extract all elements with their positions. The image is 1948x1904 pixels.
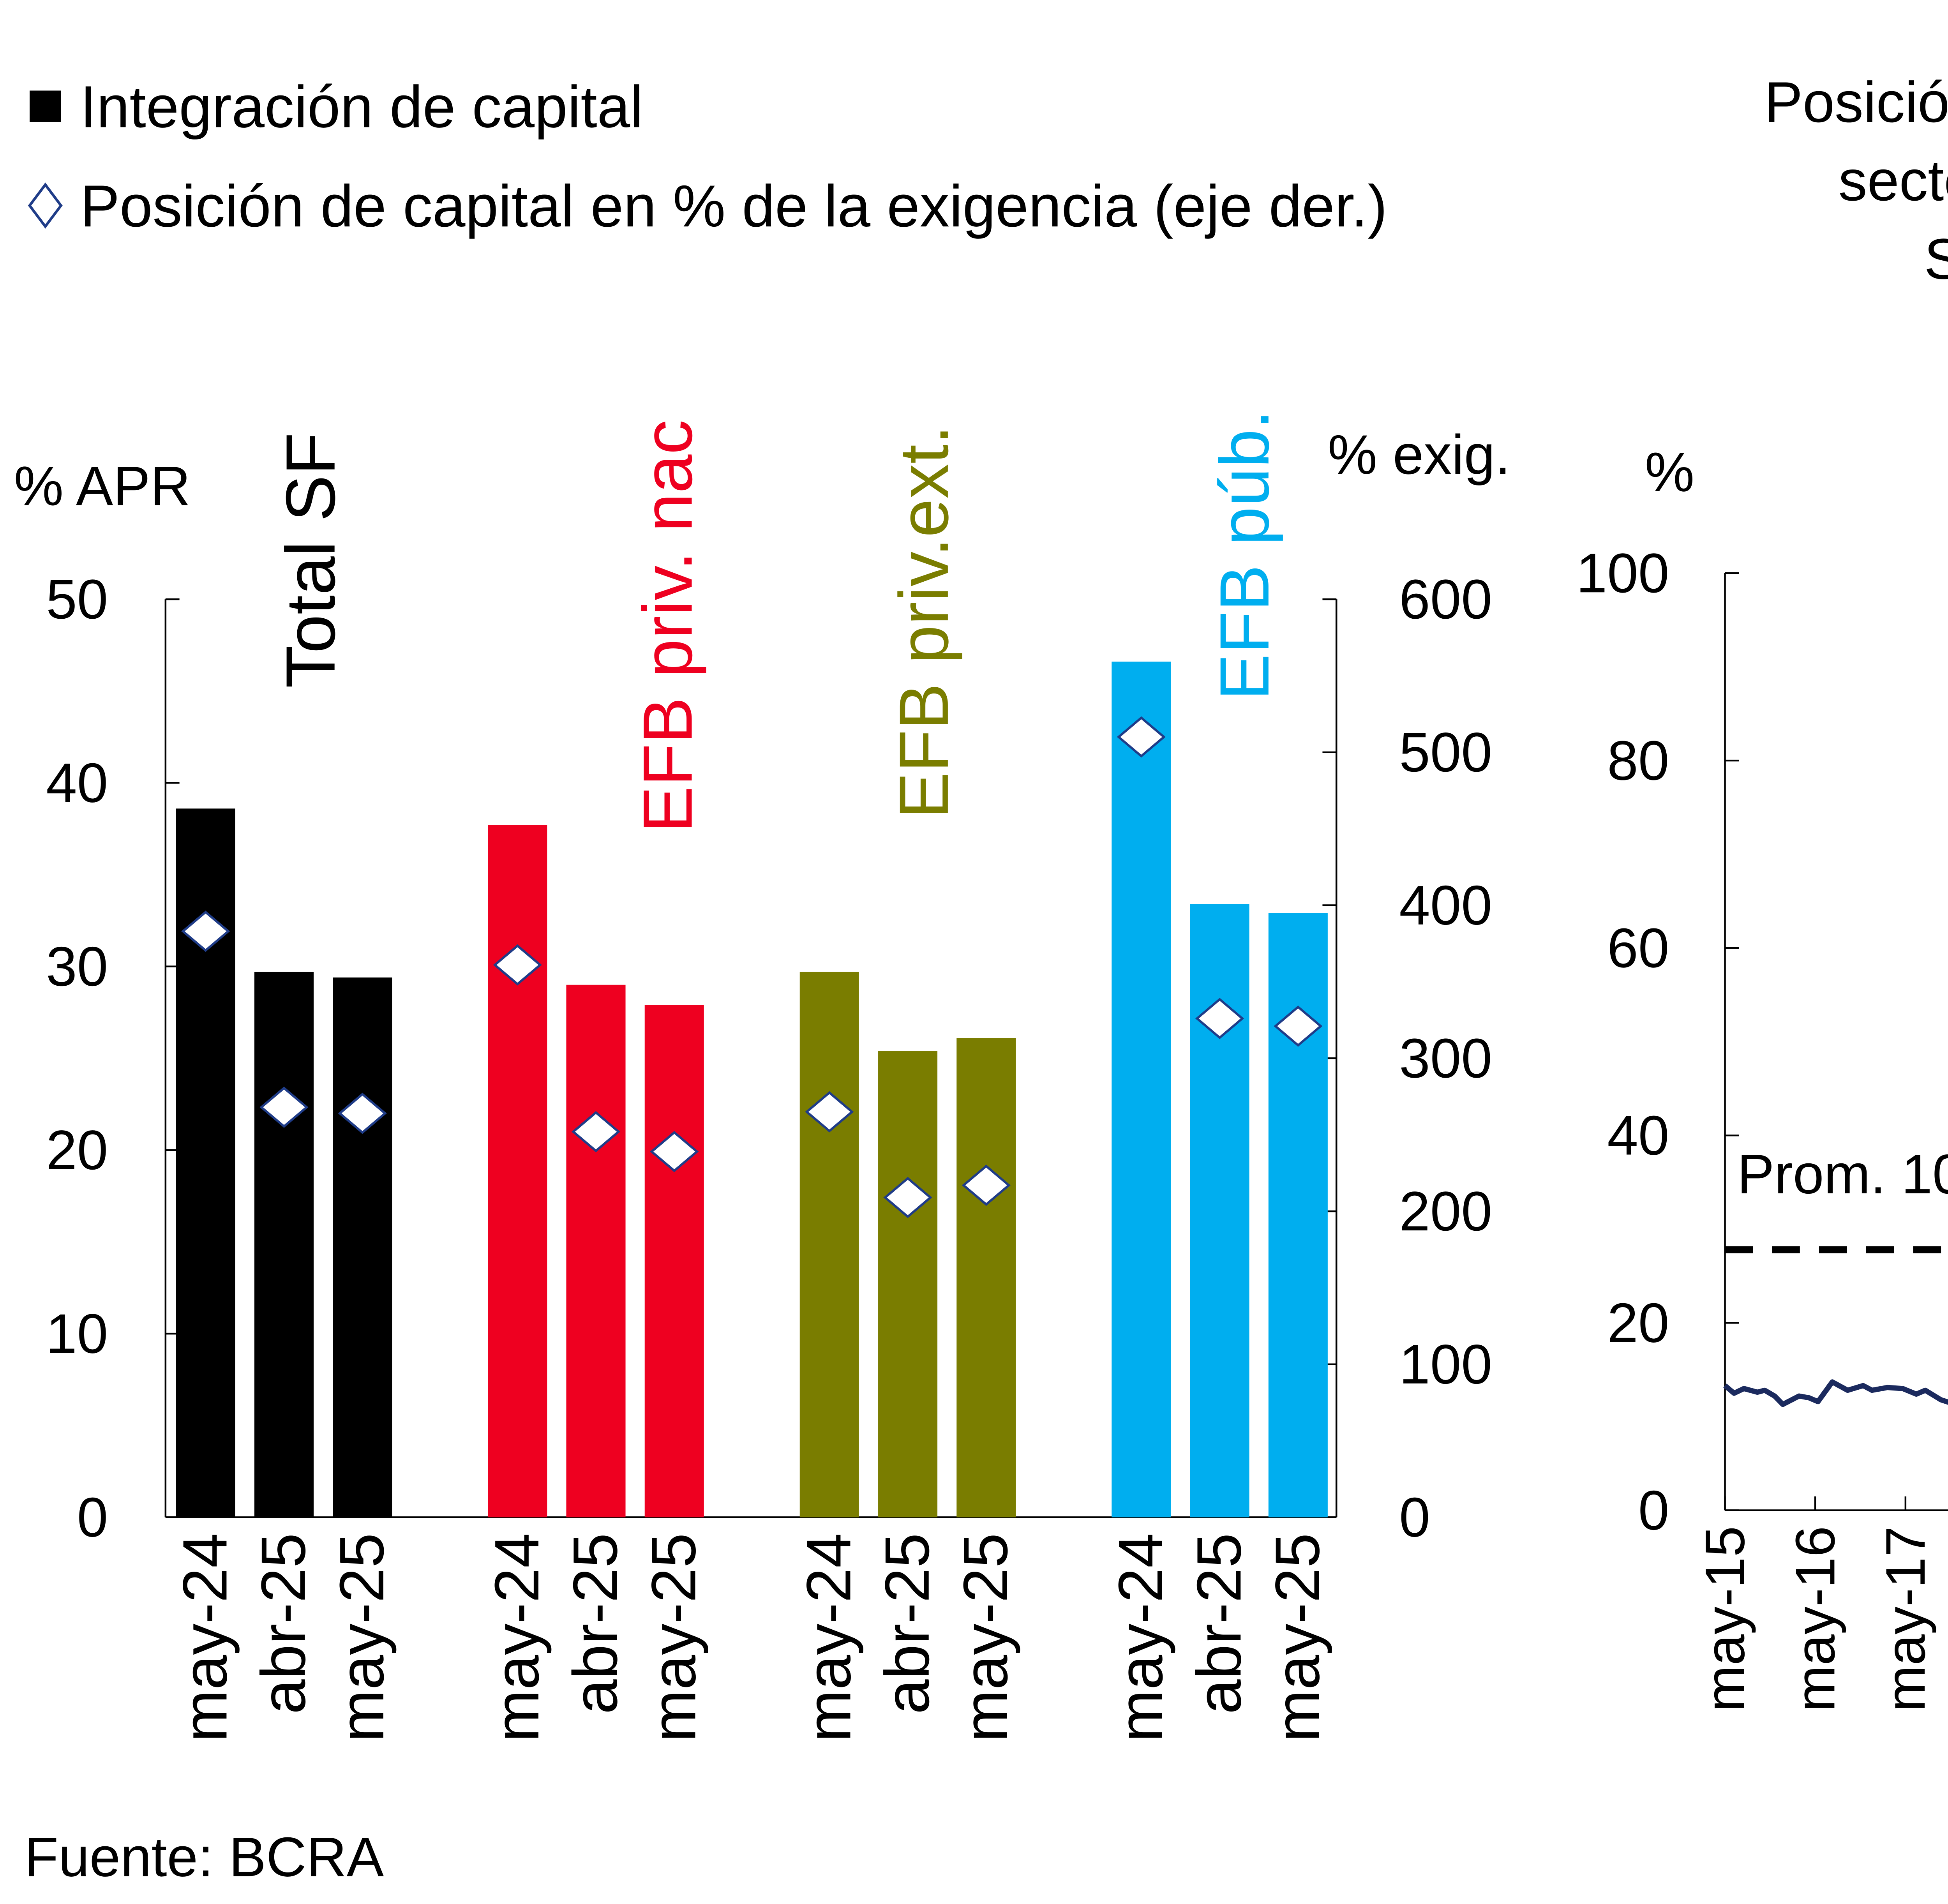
line-y-tick-label: 100 (1576, 542, 1669, 604)
diamond-marker (1195, 998, 1244, 1039)
bar-x-tick-label: may-25 (327, 1533, 397, 1742)
line-axes: 0 20 40 60 80 100 (1576, 542, 1948, 1542)
left-y-tick-label: 50 (46, 568, 108, 630)
legend-square-icon (30, 90, 61, 122)
bar-x-tick-label: may-25 (639, 1533, 709, 1742)
line-y-tick-label: 20 (1607, 1292, 1669, 1354)
line-y-tick-label: 0 (1638, 1479, 1669, 1542)
bar (333, 977, 392, 1518)
bar (799, 972, 859, 1518)
left-y-tick-label: 40 (46, 752, 108, 814)
legend-diamond-icon (28, 182, 63, 229)
bar-group-labels: Total SF EFB priv. nac EFB priv.ext. EFB pú… (272, 410, 1283, 833)
bar (956, 1038, 1016, 1518)
bar-chart: % APR % exig. 01020304050010020030040050… (14, 410, 1510, 1742)
bar-x-tick-label: may-24 (170, 1533, 240, 1742)
right-axis-title: % exig. (1328, 424, 1510, 486)
right-y-tick-label: 200 (1399, 1180, 1492, 1242)
bar (566, 985, 626, 1518)
right-y-tick-label: 400 (1399, 874, 1492, 937)
line-y-tick-label: 60 (1607, 917, 1669, 979)
line-chart-title-line-2: sector priv. - Previsiones) (1839, 148, 1948, 213)
right-y-tick-label: 0 (1399, 1486, 1430, 1549)
diamond-marker (1117, 716, 1166, 758)
line-y-tick-label: 40 (1607, 1105, 1669, 1167)
line-x-tick-labels: may-15may-16may-17may-18may-19may-20may-… (1694, 1526, 1937, 1712)
line-x-tick-label: may-15 (1694, 1526, 1756, 1712)
diamond-marker (259, 1086, 309, 1128)
diamond-marker (805, 1091, 854, 1133)
right-y-tick-label: 300 (1399, 1027, 1492, 1089)
bar-x-tick-labels: may-24 abr-25 may-25 may-24 abr-25 may-25 may-… (170, 1533, 1332, 1742)
line-chart-title-line-1: Posición de capital / (Crédito al (1764, 70, 1948, 134)
line-x-tick-label: may-17 (1874, 1526, 1937, 1712)
diamond-marker (883, 1177, 932, 1218)
left-y-tick-label: 30 (46, 935, 108, 998)
group-label: Total SF (272, 432, 349, 688)
left-y-tick-label: 20 (46, 1119, 108, 1181)
bar (488, 825, 547, 1518)
legend-label-posicion: Posición de capital en % de la exigencia… (80, 173, 1387, 239)
bar (644, 1005, 704, 1518)
line-chart: Posición de capital / (Crédito al sector… (1576, 70, 1948, 1712)
group-label: EFB púb. (1205, 410, 1283, 701)
right-y-tick-label: 100 (1399, 1333, 1492, 1396)
bar-x-tick-label: abr-25 (560, 1533, 630, 1714)
bar-x-tick-label: may-25 (1262, 1533, 1332, 1742)
average-label: Prom. 10 años: 27,8 (1737, 1143, 1948, 1205)
right-y-tick-label: 600 (1399, 568, 1492, 630)
bar-marks (176, 662, 1328, 1518)
diamond-marker (650, 1131, 699, 1172)
legend-label-integracion: Integración de capital (80, 74, 643, 140)
bar-x-tick-label: abr-25 (1184, 1533, 1254, 1714)
left-y-tick-label: 10 (46, 1302, 108, 1365)
diamond-marker (181, 911, 230, 952)
bar-x-tick-label: may-24 (482, 1533, 552, 1742)
legend: Integración de capital Posición de capit… (28, 74, 1387, 239)
diamond-marker (1274, 1005, 1323, 1047)
bar-x-tick-label: may-24 (1106, 1533, 1176, 1742)
average-label-text: Prom. 10 años: (1737, 1143, 1948, 1205)
group-label: EFB priv. nac (628, 420, 706, 833)
diamond-marker (571, 1111, 621, 1152)
line-chart-title-line-3: Sistema financiero (1924, 227, 1948, 291)
diamond-marker (962, 1165, 1011, 1206)
group-label: EFB priv.ext. (885, 425, 963, 819)
line-y-axis-title: % (1645, 441, 1694, 503)
bar (254, 972, 314, 1518)
diamond-marker (338, 1092, 387, 1134)
bar (1190, 904, 1249, 1518)
line-x-tick-label: may-16 (1784, 1526, 1846, 1712)
bar (1112, 662, 1171, 1518)
bar-x-tick-label: abr-25 (872, 1533, 942, 1714)
line-series-posicion-capital (1723, 1379, 1948, 1407)
bar-x-tick-label: abr-25 (249, 1533, 319, 1714)
bar (1268, 913, 1328, 1518)
bar (878, 1051, 938, 1518)
diamond-marker (493, 944, 542, 986)
line-y-tick-label: 80 (1607, 729, 1669, 792)
bar-x-tick-label: may-24 (794, 1533, 864, 1742)
left-y-tick-label: 0 (77, 1486, 108, 1549)
right-y-tick-label: 500 (1399, 721, 1492, 783)
bar-x-tick-label: may-25 (951, 1533, 1021, 1742)
left-axis-title: % APR (14, 455, 191, 517)
source-note: Fuente: BCRA (25, 1826, 384, 1888)
